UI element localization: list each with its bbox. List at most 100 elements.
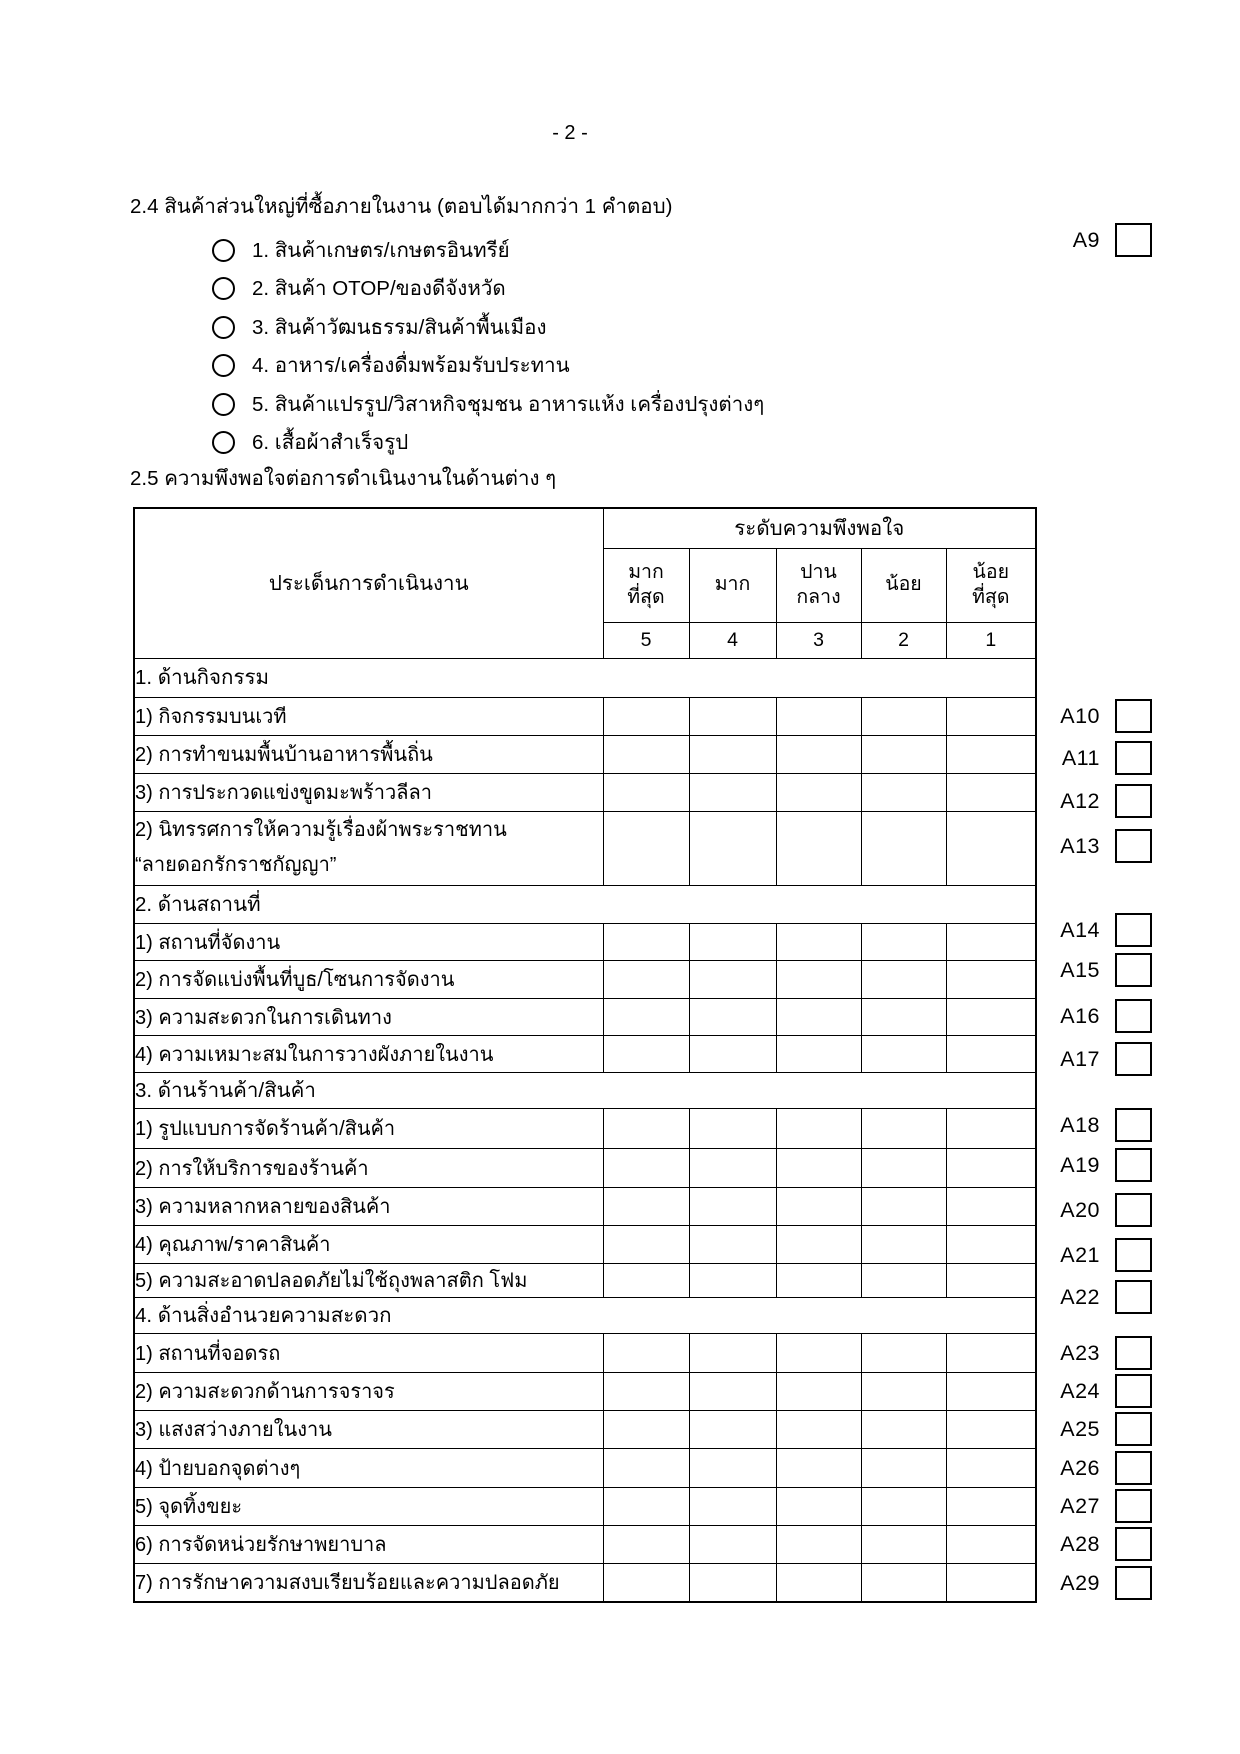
rating-cell[interactable]	[775, 1262, 862, 1298]
rating-cell[interactable]	[860, 1186, 947, 1226]
rating-cell[interactable]	[688, 1224, 777, 1264]
rating-cell[interactable]	[860, 997, 947, 1036]
rating-cell[interactable]	[775, 810, 862, 886]
rating-cell[interactable]	[688, 1447, 777, 1488]
rating-cell[interactable]	[688, 922, 777, 961]
rating-cell[interactable]	[602, 1147, 690, 1188]
rating-cell[interactable]	[775, 1224, 862, 1264]
rating-cell[interactable]	[775, 1332, 862, 1373]
answer-box[interactable]	[1115, 1193, 1152, 1227]
rating-cell[interactable]	[775, 1524, 862, 1564]
rating-cell[interactable]	[860, 1332, 947, 1373]
answer-box[interactable]	[1115, 829, 1152, 863]
rating-cell[interactable]	[602, 810, 690, 886]
rating-cell[interactable]	[860, 1409, 947, 1449]
option-2[interactable]: 2. สินค้า OTOP/ของดีจังหวัด	[212, 269, 506, 307]
rating-cell[interactable]	[775, 959, 862, 999]
rating-cell[interactable]	[688, 696, 777, 736]
rating-cell[interactable]	[945, 1524, 1037, 1564]
rating-cell[interactable]	[945, 922, 1037, 961]
rating-cell[interactable]	[602, 1224, 690, 1264]
rating-cell[interactable]	[775, 1562, 862, 1603]
answer-box[interactable]	[1115, 741, 1152, 775]
rating-cell[interactable]	[602, 959, 690, 999]
option-4[interactable]: 4. อาหาร/เครื่องดื่มพร้อมรับประทาน	[212, 346, 570, 384]
rating-cell[interactable]	[775, 1409, 862, 1449]
radio-circle-icon[interactable]	[212, 238, 235, 262]
rating-cell[interactable]	[775, 1447, 862, 1488]
rating-cell[interactable]	[602, 1371, 690, 1411]
option-3[interactable]: 3. สินค้าวัฒนธรรม/สินค้าพื้นเมือง	[212, 308, 546, 346]
rating-cell[interactable]	[945, 1447, 1037, 1488]
rating-cell[interactable]	[945, 1107, 1037, 1149]
rating-cell[interactable]	[945, 1332, 1037, 1373]
rating-cell[interactable]	[602, 922, 690, 961]
rating-cell[interactable]	[602, 1524, 690, 1564]
rating-cell[interactable]	[860, 1524, 947, 1564]
rating-cell[interactable]	[945, 959, 1037, 999]
rating-cell[interactable]	[945, 1562, 1037, 1603]
rating-cell[interactable]	[688, 1562, 777, 1603]
answer-box[interactable]	[1115, 1451, 1152, 1485]
rating-cell[interactable]	[688, 1409, 777, 1449]
rating-cell[interactable]	[688, 1107, 777, 1149]
rating-cell[interactable]	[688, 1371, 777, 1411]
rating-cell[interactable]	[688, 1147, 777, 1188]
answer-box[interactable]	[1115, 223, 1152, 257]
answer-box[interactable]	[1115, 1527, 1152, 1561]
rating-cell[interactable]	[860, 1147, 947, 1188]
radio-circle-icon[interactable]	[212, 430, 235, 454]
answer-box[interactable]	[1115, 913, 1152, 947]
rating-cell[interactable]	[860, 1224, 947, 1264]
radio-circle-icon[interactable]	[212, 353, 235, 377]
answer-box[interactable]	[1115, 1412, 1152, 1446]
answer-box[interactable]	[1115, 1148, 1152, 1182]
answer-box[interactable]	[1115, 1489, 1152, 1523]
rating-cell[interactable]	[602, 1332, 690, 1373]
answer-box[interactable]	[1115, 1566, 1152, 1600]
rating-cell[interactable]	[602, 1034, 690, 1073]
rating-cell[interactable]	[602, 734, 690, 774]
rating-cell[interactable]	[945, 1186, 1037, 1226]
rating-cell[interactable]	[688, 997, 777, 1036]
rating-cell[interactable]	[945, 1486, 1037, 1526]
rating-cell[interactable]	[688, 959, 777, 999]
answer-box[interactable]	[1115, 999, 1152, 1033]
rating-cell[interactable]	[775, 997, 862, 1036]
rating-cell[interactable]	[860, 959, 947, 999]
rating-cell[interactable]	[945, 1409, 1037, 1449]
rating-cell[interactable]	[688, 1332, 777, 1373]
rating-cell[interactable]	[945, 1371, 1037, 1411]
rating-cell[interactable]	[688, 1034, 777, 1073]
answer-box[interactable]	[1115, 1238, 1152, 1272]
answer-box[interactable]	[1115, 1280, 1152, 1314]
rating-cell[interactable]	[945, 810, 1037, 886]
rating-cell[interactable]	[860, 1107, 947, 1149]
rating-cell[interactable]	[775, 1486, 862, 1526]
rating-cell[interactable]	[775, 1147, 862, 1188]
answer-box[interactable]	[1115, 1336, 1152, 1370]
option-5[interactable]: 5. สินค้าแปรรูป/วิสาหกิจชุมชน อาหารแห้ง …	[212, 385, 764, 423]
rating-cell[interactable]	[775, 1371, 862, 1411]
rating-cell[interactable]	[945, 997, 1037, 1036]
option-6[interactable]: 6. เสื้อผ้าสำเร็จรูป	[212, 423, 408, 461]
rating-cell[interactable]	[602, 1186, 690, 1226]
rating-cell[interactable]	[860, 696, 947, 736]
rating-cell[interactable]	[602, 1562, 690, 1603]
rating-cell[interactable]	[688, 734, 777, 774]
rating-cell[interactable]	[688, 1186, 777, 1226]
rating-cell[interactable]	[945, 1034, 1037, 1073]
answer-box[interactable]	[1115, 699, 1152, 733]
rating-cell[interactable]	[860, 922, 947, 961]
rating-cell[interactable]	[775, 696, 862, 736]
rating-cell[interactable]	[860, 734, 947, 774]
rating-cell[interactable]	[860, 1562, 947, 1603]
rating-cell[interactable]	[860, 1371, 947, 1411]
rating-cell[interactable]	[602, 1486, 690, 1526]
rating-cell[interactable]	[860, 1262, 947, 1298]
rating-cell[interactable]	[860, 1486, 947, 1526]
rating-cell[interactable]	[775, 1034, 862, 1073]
rating-cell[interactable]	[860, 1447, 947, 1488]
rating-cell[interactable]	[945, 1224, 1037, 1264]
rating-cell[interactable]	[775, 772, 862, 812]
